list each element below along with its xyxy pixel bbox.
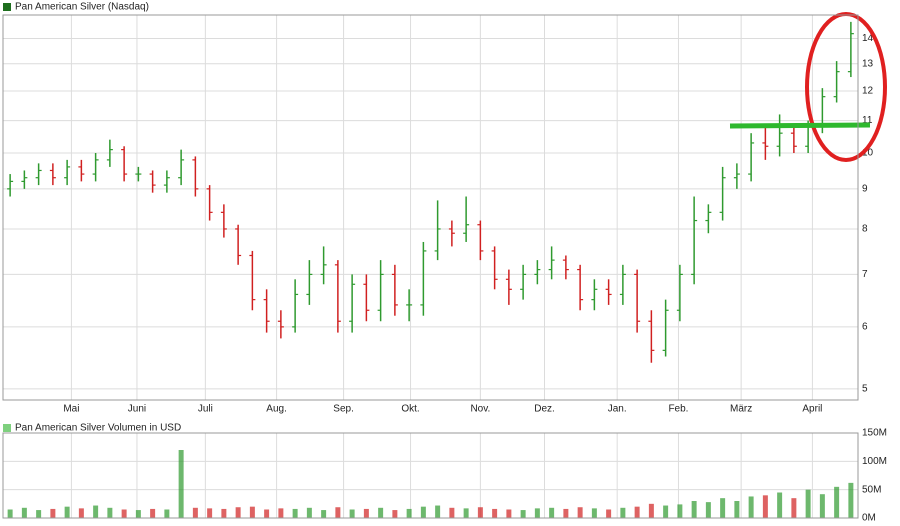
x-tick-label: Mai [63, 404, 79, 415]
volume-bar [178, 450, 184, 518]
y-tick-label: 12 [862, 86, 874, 97]
volume-bar [392, 510, 398, 518]
volume-bar [278, 508, 284, 518]
annotation-circle [805, 12, 887, 162]
volume-bar [734, 501, 740, 518]
volume-bar [363, 508, 369, 518]
volume-bar [506, 509, 512, 518]
x-tick-label: März [730, 404, 752, 415]
volume-bar [420, 506, 426, 518]
y-tick-label: 0M [862, 513, 876, 524]
volume-bar [705, 502, 711, 518]
volume-bar [93, 505, 99, 518]
volume-bar [634, 506, 640, 518]
volume-bar [720, 498, 726, 518]
volume-bar [848, 482, 854, 518]
x-tick-label: Juli [198, 404, 213, 415]
volume-bar [349, 509, 355, 518]
volume-bar [663, 505, 669, 518]
chart-title: Pan American Silver (Nasdaq) [15, 2, 149, 13]
volume-bar [7, 509, 13, 518]
volume-bar [221, 508, 227, 518]
volume-bar [819, 494, 825, 518]
volume-bar [606, 509, 612, 518]
volume-bar [306, 507, 312, 518]
volume-bar [748, 496, 754, 518]
volume-bar [36, 510, 42, 518]
volume-bar [549, 507, 555, 518]
x-tick-label: Jan. [608, 404, 627, 415]
y-tick-label: 10 [862, 148, 874, 159]
y-tick-label: 100M [862, 456, 887, 467]
x-tick-label: Nov. [470, 404, 490, 415]
volume-bar [777, 492, 783, 518]
volume-bar [463, 508, 469, 518]
annotation-line [729, 122, 871, 129]
volume-bar [64, 506, 70, 518]
x-tick-label: Aug. [266, 404, 287, 415]
y-tick-label: 13 [862, 58, 874, 69]
volume-bar [135, 510, 141, 518]
volume-bar [648, 503, 654, 518]
volume-bar [321, 510, 327, 518]
volume-bar [264, 509, 270, 518]
volume-bar [449, 507, 455, 518]
plot-frame [2, 14, 859, 401]
volume-bar [834, 486, 840, 518]
x-tick-label: Okt. [401, 404, 419, 415]
y-tick-label: 150M [862, 428, 887, 439]
volume-bar [107, 507, 113, 518]
y-tick-label: 11 [862, 115, 873, 126]
volume-bar [435, 505, 441, 518]
volume-bar [563, 508, 569, 518]
volume-bar [520, 510, 526, 518]
y-tick-label: 14 [862, 33, 874, 44]
y-tick-label: 7 [862, 269, 868, 280]
volume-bar [50, 508, 56, 518]
volume-bar [292, 508, 298, 518]
volume-bar [150, 508, 156, 518]
y-tick-label: 9 [862, 184, 868, 195]
x-tick-label: April [802, 404, 822, 415]
volume-bar [591, 508, 597, 518]
volume-bar [78, 508, 84, 518]
volume-bar [235, 507, 241, 518]
volume-bar [762, 495, 768, 518]
y-tick-label: 50M [862, 484, 881, 495]
x-tick-label: Sep. [333, 404, 354, 415]
plot-frame [2, 432, 859, 519]
volume-bar [534, 508, 540, 518]
y-tick-label: 5 [862, 384, 868, 395]
volume-bar [691, 501, 697, 518]
volume-bar [677, 504, 683, 518]
volume-bar [335, 507, 341, 518]
volume-bar [192, 507, 198, 518]
volume-bar [406, 508, 412, 518]
x-tick-label: Feb. [668, 404, 688, 415]
volume-bar [121, 509, 127, 518]
y-tick-label: 6 [862, 322, 868, 333]
volume-bar [791, 498, 797, 518]
volume-bar [477, 507, 483, 518]
x-tick-label: Dez. [534, 404, 555, 415]
volume-bar [620, 507, 626, 518]
x-tick-label: Juni [128, 404, 146, 415]
chart-title: Pan American Silver Volumen in USD [15, 423, 181, 434]
volume-bar [164, 509, 170, 518]
volume-bar [492, 508, 498, 518]
y-tick-label: 8 [862, 224, 868, 235]
volume-bar [249, 506, 255, 518]
volume-bar [207, 508, 213, 518]
volume-bar [21, 507, 27, 518]
volume-bar [378, 507, 384, 518]
legend-swatch [3, 3, 11, 11]
legend-swatch [3, 424, 11, 432]
volume-bar [805, 489, 811, 518]
volume-bar [577, 507, 583, 518]
